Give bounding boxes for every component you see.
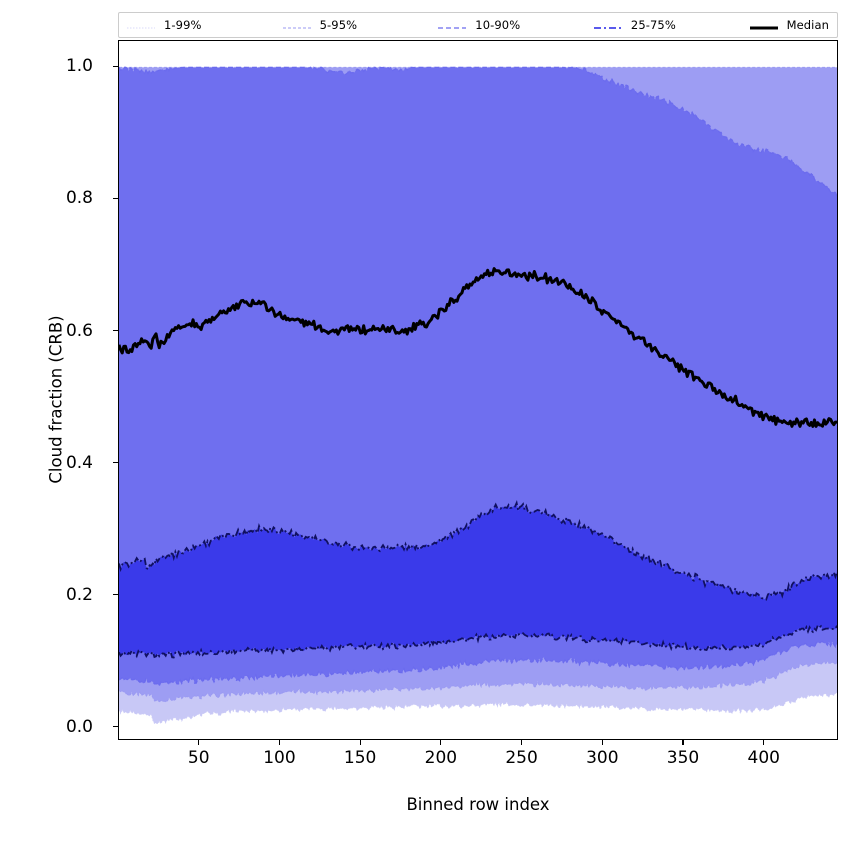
edge-p90 [119,65,837,197]
x-tick-label: 100 [263,748,296,768]
legend-entry-10-90-[interactable]: 10-90% [438,18,594,32]
x-tick-mark [359,740,361,745]
legend-line-swatch [127,19,155,31]
median-line [119,267,837,428]
y-tick-mark [113,594,118,596]
y-tick-label: 0.6 [65,320,93,341]
legend-line-swatch [438,19,467,31]
x-tick-mark [763,740,765,745]
legend-entry-median[interactable]: Median [749,18,829,32]
y-tick-mark [113,329,118,332]
legend-entry-1-99-[interactable]: 1-99% [127,18,283,32]
y-tick-label: 1.0 [65,56,93,77]
legend-entry-25-75-[interactable]: 25-75% [593,18,750,32]
y-tick-mark [113,65,118,67]
x-tick-mark [440,740,442,745]
x-tick-label: 350 [666,748,700,768]
x-tick-label: 400 [747,748,780,768]
band-25-75 [119,502,837,658]
legend-line-swatch [282,19,311,31]
x-tick-label: 300 [586,748,619,768]
band-10-90 [119,67,837,686]
chart-legend: 1-99% 5-95% 10-90% 25-75% Median [118,12,838,38]
edge-p1 [119,692,837,725]
legend-label: Median [786,18,829,32]
x-tick-mark [278,740,281,745]
legend-label: 1-99% [164,18,202,32]
legend-line-swatch [593,19,622,31]
x-tick-label: 50 [187,748,210,768]
edge-p10 [119,640,837,688]
y-tick-mark [113,197,118,200]
y-tick-mark [113,726,118,728]
y-tick-label: 0.0 [65,716,93,737]
y-axis-label: Cloud fraction (CRB) [46,315,66,484]
legend-entry-5-95-[interactable]: 5-95% [282,18,439,32]
y-tick-label: 0.8 [65,188,93,209]
x-axis-label: Binned row index [406,795,550,814]
legend-label: 5-95% [319,18,358,32]
x-tick-mark [198,740,200,745]
percentile-fan-chart [119,65,837,725]
x-tick-label: 250 [505,748,538,768]
edge-p75 [119,499,837,601]
plot-area [118,40,838,740]
y-tick-label: 0.4 [65,452,93,473]
y-tick-mark [113,462,118,464]
legend-label: 10-90% [475,18,521,32]
legend-line-swatch [749,19,778,31]
x-tick-mark [601,740,603,745]
edge-p25 [119,623,837,659]
x-tick-mark [520,740,523,745]
x-tick-label: 150 [343,748,377,768]
legend-label: 25-75% [630,18,676,32]
y-tick-label: 0.2 [65,584,93,605]
x-tick-label: 200 [424,748,458,768]
x-tick-mark [682,740,684,745]
edge-p5 [119,660,837,703]
